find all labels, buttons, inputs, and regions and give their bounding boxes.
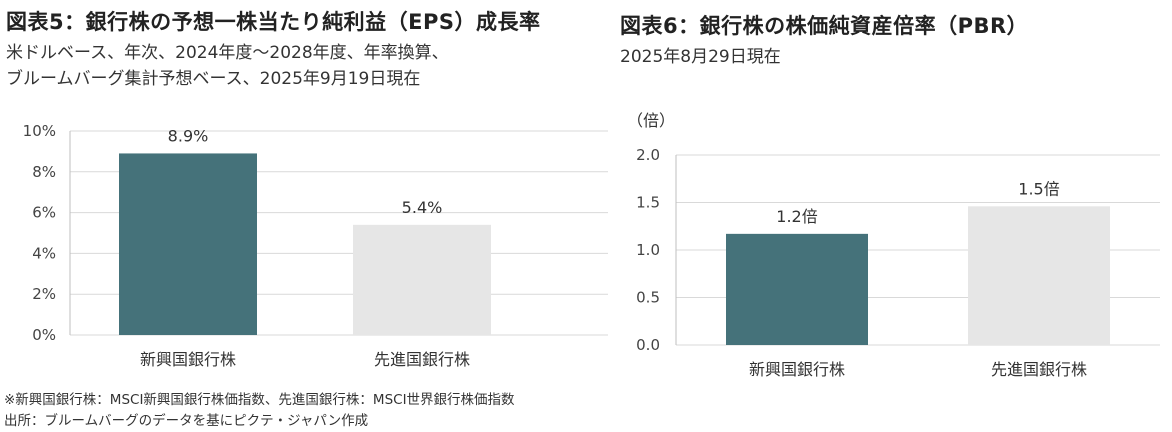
chart2-ytick-label: 1.5	[636, 194, 660, 212]
chart2-data-label-1: 1.2倍	[776, 207, 817, 226]
footnote-indices: ※新興国銀行株：MSCI新興国銀行株価指数、先進国銀行株：MSCI世界銀行株価指…	[4, 392, 515, 408]
chart1-category-label-2: 先進国銀行株	[374, 350, 470, 369]
chart1-subtitle-line1: 米ドルベース、年次、2024年度～2028年度、年率換算、	[6, 43, 449, 63]
chart2-ytick-label: 0.5	[636, 289, 660, 307]
chart1-ytick-label: 8%	[32, 163, 56, 181]
chart2-subtitle: 2025年8月29日現在	[620, 47, 781, 67]
chart1-data-label-1: 8.9%	[168, 126, 209, 145]
chart1-bar-1	[119, 153, 257, 335]
chart1-bar-2	[353, 224, 491, 335]
chart2-unit-label: （倍）	[627, 111, 675, 130]
chart2-ytick-label: 1.0	[636, 241, 660, 259]
chart1-ytick-label: 0%	[32, 326, 56, 344]
chart1-subtitle-line2: ブルームバーグ集計予想ベース、2025年9月19日現在	[6, 69, 421, 89]
chart1-data-label-2: 5.4%	[402, 198, 443, 217]
chart1-ytick-label: 4%	[32, 244, 56, 262]
chart2-ytick-label: 0.0	[636, 336, 660, 354]
chart2-data-label-2: 1.5倍	[1018, 179, 1059, 198]
chart2-title: 図表6：銀行株の株価純資産倍率（PBR）	[620, 14, 1029, 38]
chart2-ytick-label: 2.0	[636, 146, 660, 164]
chart2-bar-1	[726, 233, 868, 345]
chart1-ytick-label: 10%	[23, 122, 56, 140]
chart2-bar-2	[968, 206, 1110, 345]
chart1-title: 図表5：銀行株の予想一株当たり純利益（EPS）成長率	[6, 10, 541, 34]
chart2-category-label-2: 先進国銀行株	[991, 360, 1087, 379]
chart1-ytick-label: 6%	[32, 204, 56, 222]
chart1-category-label-1: 新興国銀行株	[140, 350, 236, 369]
chart2-category-label-1: 新興国銀行株	[749, 360, 845, 379]
footnote-source: 出所：ブルームバーグのデータを基にピクテ・ジャパン作成	[4, 413, 369, 429]
chart1-ytick-label: 2%	[32, 285, 56, 303]
